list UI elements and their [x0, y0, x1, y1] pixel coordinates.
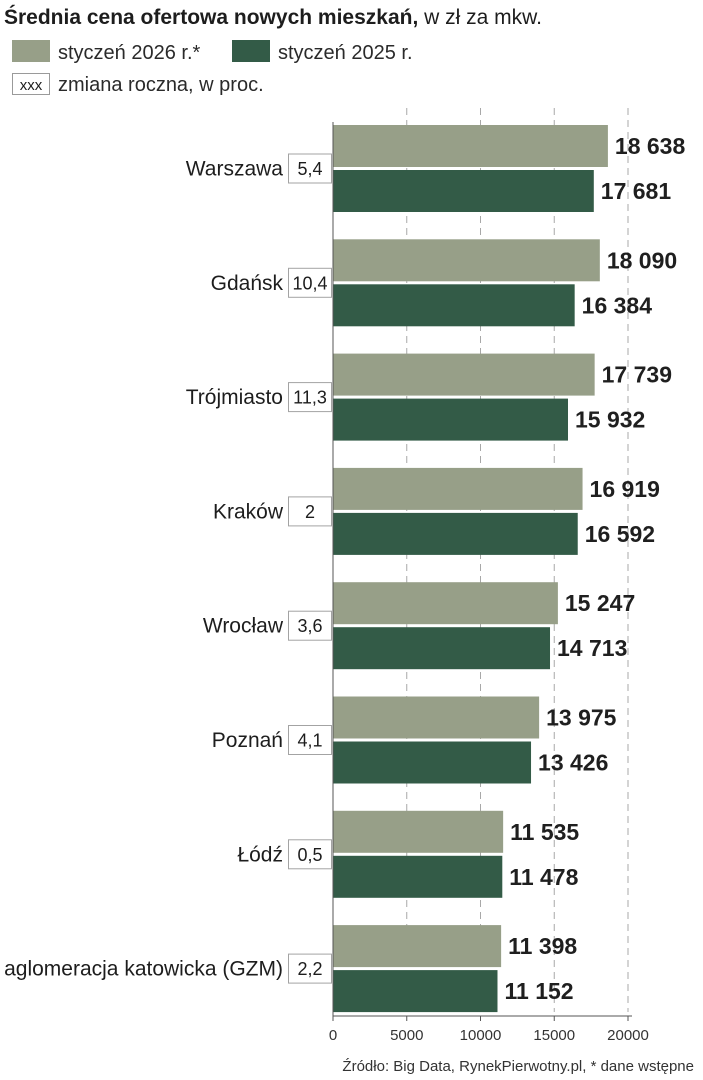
value-label-2025-2: 15 932: [575, 407, 645, 433]
bar-2025-4: [333, 627, 551, 670]
legend-swatch-2025: [232, 40, 270, 62]
change-box: [288, 839, 332, 870]
row-1: Gdańsk 10,4 18 090 16 384: [211, 239, 677, 327]
city-label: Gdańsk: [211, 272, 284, 295]
bar-2025-0: [333, 170, 594, 212]
bar-2026-6: [333, 810, 504, 853]
change-value: 0,5: [297, 845, 322, 865]
value-label-2026-3: 16 919: [590, 476, 660, 502]
city-label: Łódź: [237, 843, 283, 866]
city-label: aglomeracja katowicka (GZM): [4, 958, 283, 981]
bar-2025-3: [333, 512, 578, 555]
legend-label-2025: styczeń 2025 r.: [278, 42, 413, 64]
change-value: 11,3: [293, 388, 327, 408]
value-label-2026-4: 15 247: [565, 590, 635, 616]
change-box: [288, 496, 332, 527]
change-value: 2: [305, 502, 315, 522]
bar-2026-0: [333, 125, 608, 167]
change-value: 2,2: [297, 959, 322, 979]
change-value: 10,4: [292, 273, 327, 293]
bar-2026-5: [333, 696, 540, 739]
value-label-2025-7: 11 152: [504, 978, 573, 1004]
x-tick-label-5000: 5000: [390, 1027, 423, 1044]
value-label-2026-2: 17 739: [602, 362, 672, 388]
change-box: [288, 725, 332, 755]
value-label-2025-1: 16 384: [582, 292, 653, 318]
x-axis: 0 5000 10000 15000 20000: [329, 122, 649, 1044]
value-label-2025-5: 13 426: [538, 750, 608, 776]
bar-2025-1: [333, 284, 575, 327]
change-value: 3,6: [297, 616, 322, 636]
value-label-2025-4: 14 713: [557, 635, 627, 661]
value-label-2026-0: 18 638: [615, 133, 686, 159]
x-tick-label-10000: 10000: [460, 1027, 502, 1044]
city-label: Warszawa: [186, 158, 284, 181]
city-label: Kraków: [213, 500, 284, 523]
change-box: [288, 382, 332, 413]
value-label-2026-5: 13 975: [546, 705, 617, 731]
row-6: Łódź 0,5 11 535 11 478: [237, 810, 579, 898]
value-label-2026-1: 18 090: [607, 247, 677, 273]
value-label-2025-3: 16 592: [585, 521, 655, 547]
value-label-2026-6: 11 535: [510, 819, 579, 845]
legend-swatch-2026: [12, 40, 50, 62]
bar-2026-7: [333, 925, 502, 968]
value-label-2026-7: 11 398: [508, 933, 577, 959]
bar-2025-5: [333, 741, 532, 784]
bar-2025-2: [333, 398, 568, 441]
bar-2025-7: [333, 970, 498, 1013]
change-value: 4,1: [297, 731, 322, 751]
row-3: Kraków 2 16 919 16 592: [213, 467, 660, 555]
bar-2026-4: [333, 582, 558, 625]
change-value: 5,4: [297, 159, 322, 179]
x-tick-label-20000: 20000: [607, 1027, 649, 1044]
city-label: Wrocław: [203, 615, 284, 638]
legend-change-label: zmiana roczna, w proc.: [58, 74, 264, 96]
city-label: Poznań: [212, 729, 283, 752]
legend-change-box-text: xxx: [20, 77, 43, 94]
change-box: [288, 153, 332, 184]
value-label-2025-0: 17 681: [601, 178, 672, 204]
row-0: Warszawa 5,4 18 638 17 681: [186, 125, 686, 212]
bar-2026-2: [333, 353, 595, 396]
source-note: Źródło: Big Data, RynekPierwotny.pl, * d…: [342, 1058, 694, 1075]
bar-2026-3: [333, 467, 583, 510]
change-box: [288, 267, 332, 298]
value-label-2025-6: 11 478: [509, 864, 578, 890]
bar-2026-1: [333, 239, 600, 282]
title-rest: w zł za mkw.: [418, 6, 542, 29]
city-label: Trójmiasto: [186, 386, 283, 409]
title-bold: Średnia cena ofertowa nowych mieszkań,: [4, 5, 418, 29]
row-4: Wrocław 3,6 15 247 14 713: [203, 582, 635, 670]
change-box: [288, 953, 332, 984]
x-tick-label-0: 0: [329, 1027, 337, 1044]
row-5: Poznań 4,1 13 975 13 426: [212, 696, 617, 784]
chart-title: Średnia cena ofertowa nowych mieszkań, w…: [4, 5, 542, 29]
change-box: [288, 610, 332, 641]
bar-2025-6: [333, 855, 503, 898]
bar-rows: Warszawa 5,4 18 638 17 681 Gdańsk 10,4 18 090 1…: [4, 125, 686, 1013]
legend-label-2026: styczeń 2026 r.*: [58, 42, 201, 64]
x-tick-label-15000: 15000: [533, 1027, 575, 1044]
legend-change-box: [12, 73, 50, 95]
row-7: aglomeracja katowicka (GZM) 2,2 11 398 11 1…: [4, 925, 577, 1013]
row-2: Trójmiasto 11,3 17 739 15 932: [186, 353, 672, 441]
